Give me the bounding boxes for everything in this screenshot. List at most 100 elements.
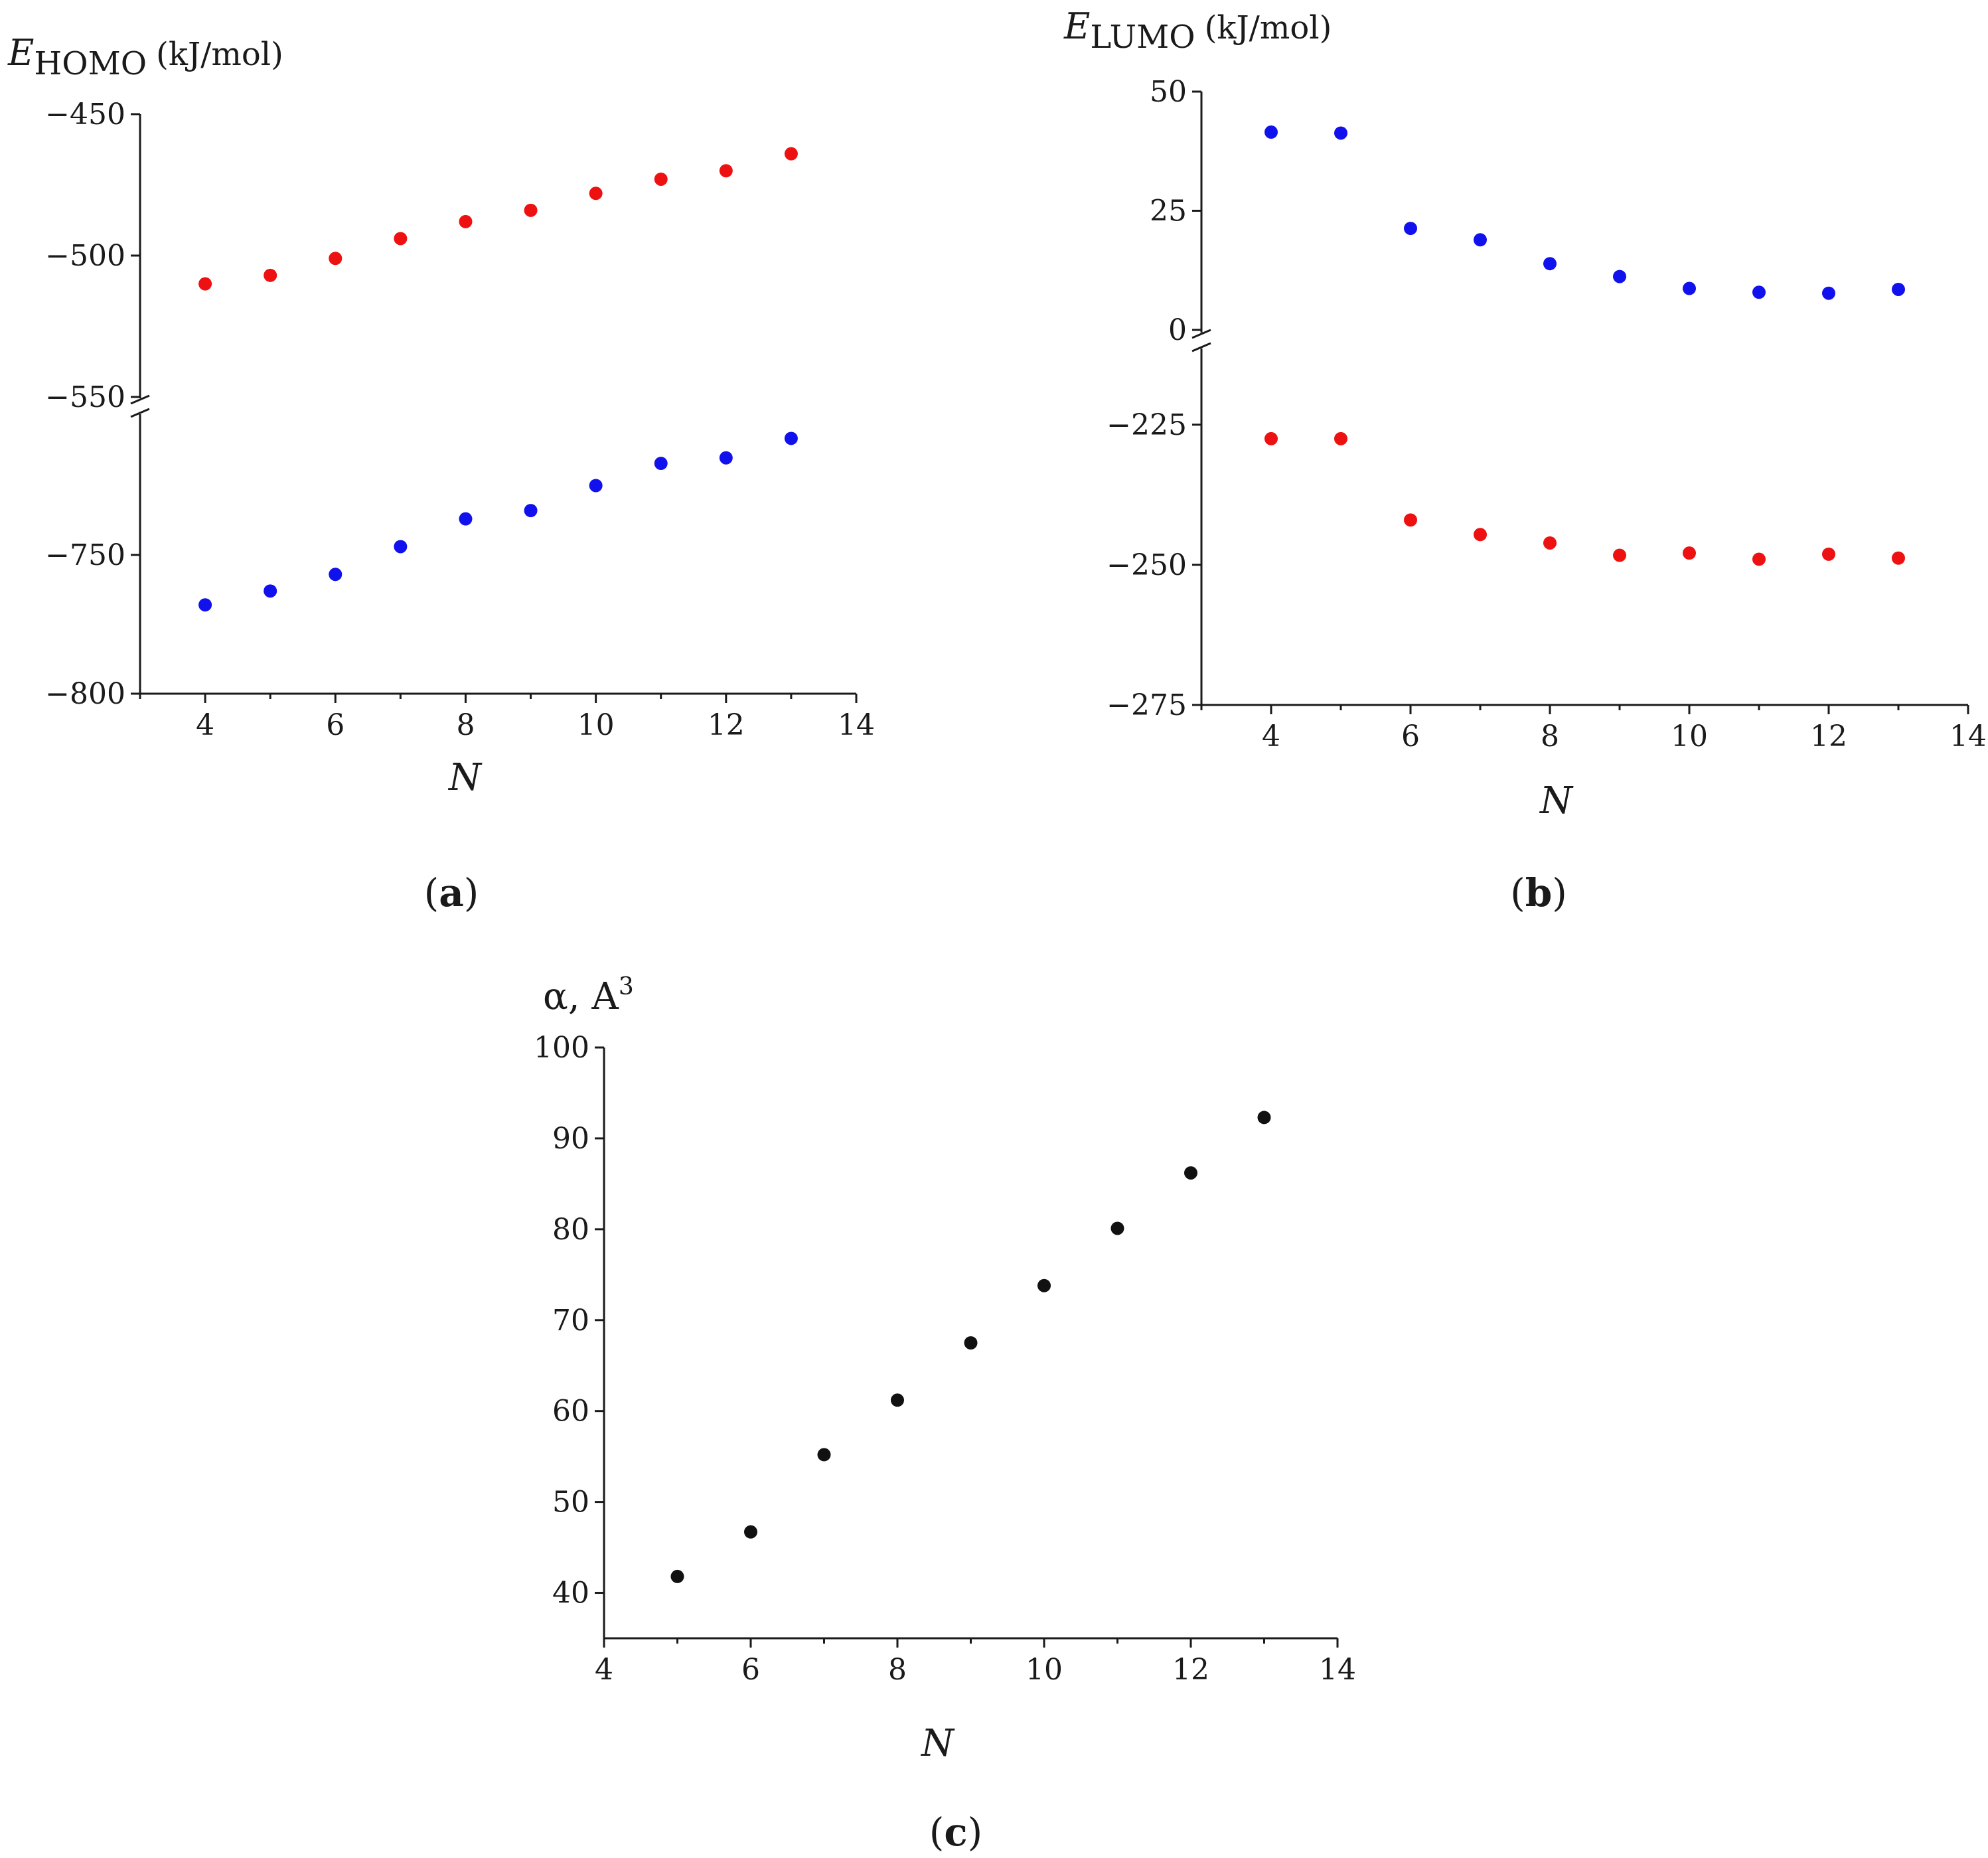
- panel-paren: ): [1552, 870, 1567, 915]
- x-tick-label: 4: [1262, 720, 1280, 753]
- data-point: [1822, 286, 1835, 300]
- data-point: [654, 172, 668, 186]
- x-tick-label: 6: [1401, 720, 1420, 753]
- y-axis-unit: (kJ/mol): [156, 36, 283, 73]
- axis-break-mark: [130, 394, 150, 405]
- data-point: [524, 203, 538, 217]
- panel-paren: (: [929, 1810, 945, 1855]
- data-point: [817, 1448, 831, 1462]
- x-tick-label: 10: [1671, 720, 1708, 753]
- data-point: [589, 479, 603, 493]
- series-lower: [198, 431, 798, 612]
- y-tick-label: 90: [552, 1122, 589, 1156]
- y-tick-label: 25: [1150, 194, 1187, 228]
- chart-c: 4 6 8 10 12 14 40 50 60 70 80 90 100 α, A3 N (c): [534, 973, 1356, 1855]
- x-tick-label: 8: [1541, 720, 1559, 753]
- data-point: [1334, 431, 1347, 445]
- x-tick-label: 14: [1319, 1653, 1356, 1687]
- data-point: [1892, 551, 1905, 565]
- chart-a: 4 6 8 10 12 14 −450 −500 −550 −750 −800 EHOMO (kJ/mo…: [7, 32, 875, 915]
- y-tick-label: 100: [534, 1031, 589, 1065]
- data-point: [964, 1336, 978, 1350]
- data-point: [1474, 233, 1487, 247]
- y-axis-subscript: HOMO: [34, 45, 147, 82]
- x-tick-label: 4: [196, 708, 214, 742]
- data-point: [394, 540, 408, 554]
- y-tick-label: −500: [45, 239, 125, 273]
- data-point: [524, 504, 538, 518]
- x-tick-label: 14: [1950, 720, 1987, 753]
- y-tick-label: 70: [552, 1304, 589, 1338]
- data-point: [589, 187, 603, 200]
- y-tick-label: −250: [1107, 548, 1187, 582]
- data-point: [1543, 257, 1557, 271]
- panel-label: (a): [424, 870, 479, 915]
- data-point: [744, 1525, 757, 1539]
- data-point: [1257, 1111, 1271, 1124]
- data-point: [1752, 552, 1766, 566]
- data-point: [1404, 513, 1417, 527]
- data-point: [264, 268, 277, 282]
- x-tick-label: 10: [577, 708, 615, 742]
- data-point: [784, 147, 798, 161]
- data-point: [891, 1393, 904, 1407]
- y-axis-symbol: E: [1063, 5, 1090, 47]
- y-tick-label: −450: [45, 98, 125, 131]
- panel-paren: ): [464, 870, 479, 915]
- data-point: [1543, 536, 1557, 550]
- x-tick-label: 8: [888, 1653, 907, 1687]
- panel-letter: a: [439, 870, 464, 915]
- axis-break-mark: [1191, 329, 1211, 339]
- panel-paren: (: [424, 870, 439, 915]
- series-upper: [1264, 125, 1905, 300]
- x-tick-label: 12: [1172, 1653, 1209, 1687]
- x-tick-label: 10: [1026, 1653, 1063, 1687]
- x-tick-label: 4: [595, 1653, 613, 1687]
- x-tick-label: 8: [456, 708, 475, 742]
- data-point: [1110, 1221, 1124, 1235]
- y-axis-label: α, A3: [543, 973, 634, 1018]
- x-axis-title: N: [447, 756, 483, 799]
- panel-letter: b: [1525, 870, 1553, 915]
- data-point: [1474, 528, 1487, 542]
- y-tick-label: 50: [552, 1486, 589, 1519]
- y-tick-label: 40: [552, 1577, 589, 1610]
- y-tick-label: −750: [45, 538, 125, 572]
- data-point: [329, 252, 343, 266]
- data-point: [198, 277, 212, 291]
- data-point: [198, 598, 212, 612]
- data-point: [1404, 222, 1417, 236]
- data-point: [1892, 282, 1905, 296]
- x-tick-label: 6: [326, 708, 344, 742]
- data-point: [654, 457, 668, 471]
- y-axis-label: ELUMO (kJ/mol): [1063, 5, 1332, 56]
- data-point: [1613, 548, 1626, 562]
- x-tick-label: 6: [741, 1653, 760, 1687]
- series-lower: [1264, 431, 1905, 566]
- y-axis-subscript: LUMO: [1090, 19, 1195, 56]
- data-point: [1822, 547, 1835, 561]
- data-point: [670, 1569, 684, 1583]
- data-point: [1752, 285, 1766, 299]
- panel-letter: c: [944, 1810, 967, 1855]
- panel-label: (b): [1510, 870, 1567, 915]
- y-tick-label: −275: [1107, 688, 1187, 722]
- y-tick-label: −550: [45, 380, 125, 414]
- data-point: [264, 584, 277, 598]
- data-point: [719, 451, 733, 465]
- panel-label: (c): [929, 1810, 983, 1855]
- y-tick-label: −225: [1107, 408, 1187, 442]
- data-point: [784, 431, 798, 445]
- data-point: [1184, 1166, 1197, 1180]
- data-point: [1264, 125, 1278, 139]
- data-point: [459, 214, 473, 228]
- data-point: [1264, 431, 1278, 445]
- panel-paren: ): [968, 1810, 983, 1855]
- data-point: [1613, 270, 1626, 283]
- data-point: [719, 164, 733, 178]
- series-upper: [198, 147, 798, 291]
- data-point: [1037, 1278, 1051, 1292]
- y-axis-unit: (kJ/mol): [1205, 9, 1332, 46]
- y-tick-label: 60: [552, 1395, 589, 1429]
